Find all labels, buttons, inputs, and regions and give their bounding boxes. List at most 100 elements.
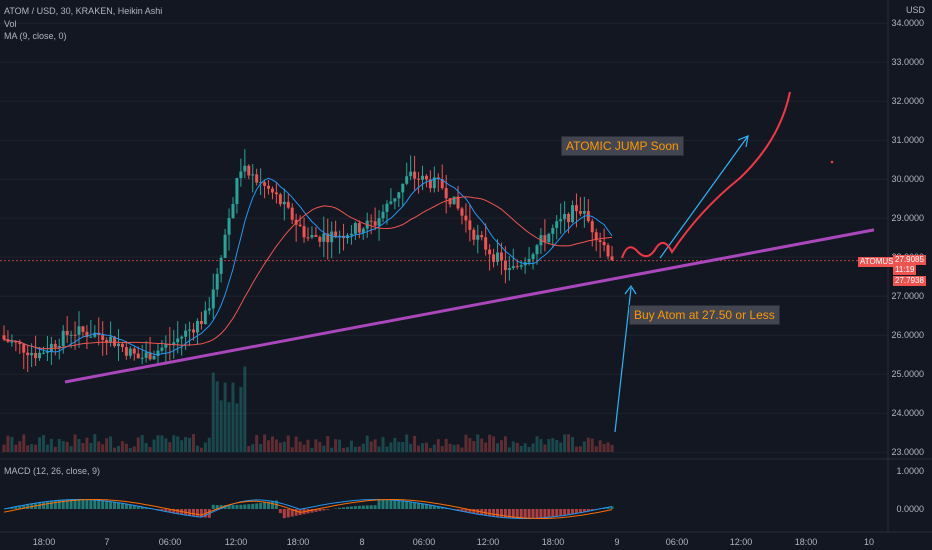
- candle-body: [385, 203, 389, 212]
- macd-histogram-bar: [539, 509, 543, 518]
- macd-histogram-bar: [61, 499, 65, 509]
- macd-histogram-bar: [251, 503, 255, 509]
- volume-bar: [373, 439, 377, 452]
- macd-histogram-bar: [239, 504, 243, 509]
- macd-histogram-bar: [571, 509, 575, 515]
- volume-bar: [263, 434, 267, 452]
- macd-histogram-bar: [365, 505, 369, 509]
- macd-histogram-bar: [503, 509, 507, 518]
- candle-body: [420, 175, 424, 180]
- time-tick-label: 7: [104, 537, 109, 547]
- macd-histogram-bar: [144, 507, 148, 509]
- candle-body: [373, 221, 377, 226]
- candle-body: [322, 233, 326, 242]
- volume-bar: [555, 439, 559, 452]
- volume-bar: [547, 439, 551, 452]
- symbol-legend[interactable]: ATOM / USD, 30, KRAKEN, Heikin Ashi: [4, 6, 163, 16]
- candle-body: [602, 242, 606, 246]
- time-tick-label: 06:00: [159, 537, 182, 547]
- volume-bar: [89, 442, 93, 452]
- candle-body: [267, 185, 271, 189]
- volume-bar: [61, 441, 65, 452]
- volume-bar: [69, 446, 73, 452]
- candle-body: [85, 331, 89, 337]
- macd-histogram-bar: [361, 505, 365, 509]
- macd-histogram-bar: [338, 507, 342, 509]
- volume-bar: [460, 447, 464, 452]
- time-tick-label: 8: [359, 537, 364, 547]
- volume-bar: [377, 446, 381, 452]
- macd-histogram-bar: [511, 509, 515, 519]
- price-tick-label: 32.0000: [891, 96, 924, 106]
- currency-label: USD: [906, 5, 926, 15]
- candle-body: [559, 219, 563, 222]
- volume-bar: [247, 446, 251, 452]
- candle-body: [109, 336, 113, 343]
- volume-bar: [519, 445, 523, 452]
- candle-body: [255, 174, 259, 183]
- macd-histogram-bar: [132, 505, 136, 509]
- buy-arrowhead: [624, 284, 637, 295]
- countdown-label: 11:19: [893, 265, 917, 275]
- candle-body: [326, 233, 330, 243]
- candle-body: [586, 211, 590, 222]
- macd-histogram-bar: [468, 509, 472, 513]
- last-price-label: 27.9085: [893, 255, 926, 265]
- candle-body: [488, 249, 492, 255]
- ma-legend[interactable]: MA (9, close, 0): [4, 31, 67, 41]
- candle-body: [235, 178, 239, 204]
- macd-legend[interactable]: MACD (12, 26, close, 9): [4, 466, 101, 476]
- volume-bar: [290, 447, 294, 452]
- macd-histogram-bar: [322, 509, 326, 511]
- macd-histogram-bar: [440, 507, 444, 509]
- volume-bar: [199, 447, 203, 452]
- macd-histogram-bar: [314, 509, 318, 512]
- buy-arrow: [614, 287, 632, 433]
- volume-bar: [417, 445, 421, 452]
- macd-histogram-bar: [270, 501, 274, 509]
- candle-body: [270, 188, 274, 193]
- volume-bar: [393, 437, 397, 452]
- volume-bar: [164, 438, 168, 452]
- volume-bar: [610, 444, 614, 452]
- atomic-jump-callout[interactable]: ATOMIC JUMP Soon: [561, 136, 684, 156]
- volume-bar: [251, 444, 255, 452]
- candle-body: [424, 175, 428, 180]
- volume-bar: [539, 439, 543, 452]
- macd-histogram-bar: [278, 509, 282, 514]
- candle-body: [440, 179, 444, 189]
- macd-histogram-bar: [484, 509, 488, 516]
- volume-bar: [582, 441, 586, 452]
- volume-bar: [255, 435, 259, 452]
- candle-body: [543, 235, 547, 243]
- volume-bar: [480, 438, 484, 452]
- candle-body: [464, 215, 468, 221]
- macd-histogram-bar: [420, 503, 424, 509]
- volume-legend[interactable]: Vol: [4, 19, 17, 29]
- macd-histogram-bar: [109, 501, 113, 509]
- volume-bar: [413, 435, 417, 452]
- volume-bar: [38, 437, 42, 452]
- volume-bar: [282, 441, 286, 452]
- buy-atom-callout[interactable]: Buy Atom at 27.50 or Less: [629, 305, 780, 325]
- volume-bar: [507, 447, 511, 452]
- volume-bar: [353, 446, 357, 452]
- candle-body: [26, 352, 30, 356]
- candle-body: [318, 236, 322, 242]
- candle-body: [227, 218, 231, 235]
- ma-price-label: 27.7938: [893, 276, 926, 286]
- candle-body: [132, 348, 136, 354]
- macd-histogram-bar: [551, 509, 555, 517]
- volume-bar: [207, 437, 211, 452]
- volume-bar: [136, 437, 140, 452]
- macd-histogram-bar: [574, 509, 578, 514]
- volume-bar: [144, 442, 148, 452]
- macd-histogram-bar: [385, 499, 389, 509]
- macd-histogram-bar: [168, 509, 172, 513]
- macd-tick-label: 1.0000: [896, 466, 924, 476]
- candle-body: [61, 330, 65, 346]
- volume-bar: [231, 382, 235, 452]
- candle-body: [184, 330, 188, 337]
- candle-body: [334, 231, 338, 238]
